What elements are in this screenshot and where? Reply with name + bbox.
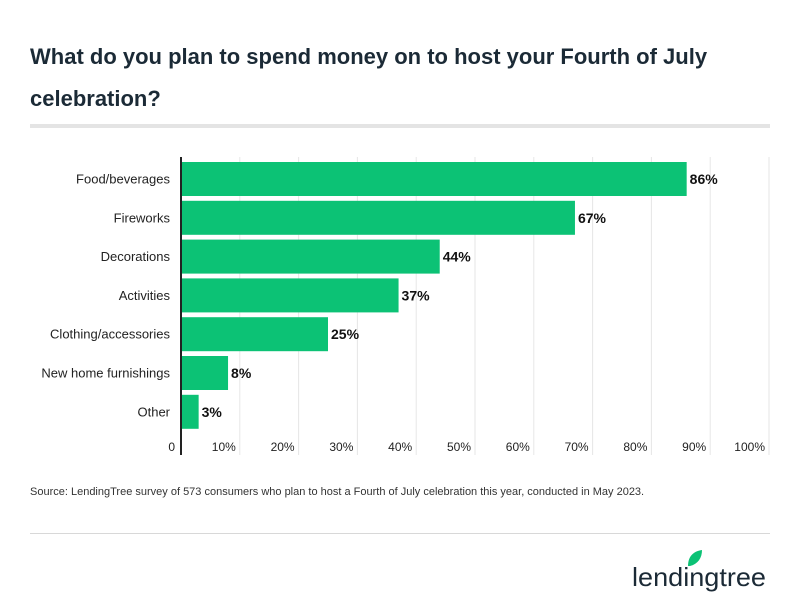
data-label: 44% bbox=[443, 249, 472, 265]
x-tick-label: 80% bbox=[623, 440, 647, 454]
category-label: Food/beverages bbox=[76, 172, 170, 187]
bar bbox=[181, 162, 687, 196]
category-label: Clothing/accessories bbox=[50, 327, 170, 342]
category-label: Fireworks bbox=[114, 210, 171, 225]
bar bbox=[181, 200, 575, 235]
bar bbox=[181, 356, 229, 390]
lendingtree-logo: lendingtree bbox=[632, 550, 766, 592]
category-label: New home furnishings bbox=[41, 366, 170, 381]
category-label: Activities bbox=[119, 288, 171, 303]
footer-divider bbox=[30, 533, 770, 534]
logo-text: lendingtree bbox=[632, 562, 766, 592]
x-tick-label: 0 bbox=[168, 440, 175, 454]
title-divider bbox=[30, 124, 770, 128]
data-label: 86% bbox=[690, 171, 719, 187]
category-label: Decorations bbox=[101, 249, 171, 264]
data-label: 67% bbox=[578, 210, 607, 226]
bar bbox=[181, 278, 399, 313]
data-label: 25% bbox=[331, 326, 360, 342]
category-label: Other bbox=[137, 404, 170, 419]
bar-chart: 0 10% 20% 30% 40% 50% 60% 70% 80% 90% 100% Food/bev… bbox=[41, 157, 770, 455]
x-tick-label: 30% bbox=[329, 440, 353, 454]
source-note: Source: LendingTree survey of 573 consum… bbox=[30, 486, 645, 498]
x-tick-label: 90% bbox=[682, 440, 706, 454]
x-tick-label: 10% bbox=[212, 440, 236, 454]
x-tick-label: 100% bbox=[734, 440, 765, 454]
x-tick-label: 40% bbox=[388, 440, 412, 454]
x-tick-label: 20% bbox=[271, 440, 295, 454]
data-label: 8% bbox=[231, 365, 252, 381]
data-label: 3% bbox=[202, 404, 223, 420]
bar bbox=[181, 239, 440, 274]
bar bbox=[181, 317, 328, 352]
data-label: 37% bbox=[402, 287, 431, 303]
x-tick-label: 60% bbox=[506, 440, 530, 454]
x-tick-label: 50% bbox=[447, 440, 471, 454]
leaf-icon bbox=[688, 550, 702, 566]
x-tick-label: 70% bbox=[565, 440, 589, 454]
bar bbox=[181, 394, 199, 429]
chart-title: What do you plan to spend money on to ho… bbox=[30, 44, 708, 111]
